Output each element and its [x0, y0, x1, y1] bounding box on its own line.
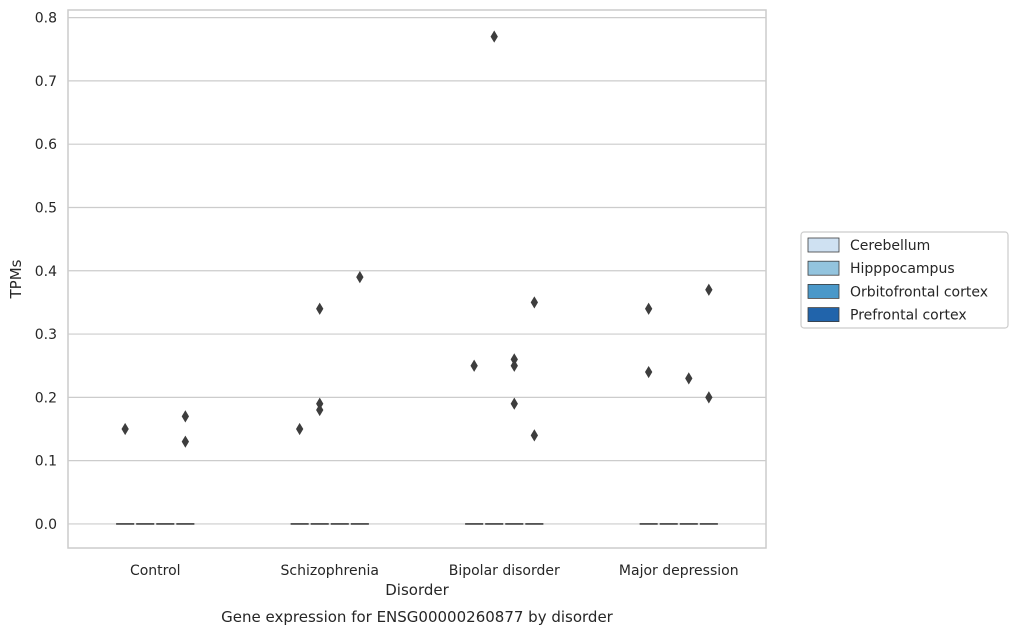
x-tick-labels: Control Schizophrenia Bipolar disorder Majo… — [130, 563, 739, 579]
outlier-point — [181, 435, 190, 448]
y-tick-label: 0.6 — [35, 137, 57, 153]
y-axis-label: TPMs — [7, 259, 25, 299]
outlier-point — [530, 296, 539, 309]
legend-swatch — [807, 260, 840, 276]
x-tick-label: Major depression — [619, 563, 739, 579]
outlier-point — [490, 30, 498, 43]
outlier-point — [644, 302, 653, 315]
outlier-point — [644, 365, 653, 379]
outlier-point — [685, 372, 693, 385]
grid-lines — [68, 16, 766, 525]
outlier-point — [316, 403, 324, 417]
outlier-point — [510, 359, 518, 372]
y-tick-label: 0.5 — [35, 200, 57, 216]
outlier-point — [705, 283, 713, 296]
plot-frame — [67, 9, 767, 549]
legend-label: Cerebellum — [850, 238, 930, 254]
legend-label: Prefrontal cortex — [850, 308, 967, 324]
legend-swatch — [807, 283, 840, 299]
outlier-point — [181, 410, 190, 423]
outlier-point — [705, 391, 713, 404]
chart-caption: Gene expression for ENSG00000260877 by d… — [221, 608, 614, 626]
outlier-point — [530, 429, 539, 442]
legend-swatch — [807, 307, 840, 323]
legend-box — [800, 231, 1009, 329]
legend: Cerebellum Hipppocampus Orbitofrontal cort… — [800, 231, 1009, 329]
y-tick-label: 0.1 — [35, 454, 57, 470]
outlier-point — [316, 302, 324, 315]
y-tick-labels: 0.0 0.1 0.2 0.3 0.4 0.5 0.6 0.7 0.8 — [35, 11, 57, 533]
legend-swatch — [807, 237, 840, 253]
x-tick-label: Control — [130, 563, 181, 579]
y-tick-label: 0.2 — [35, 390, 57, 406]
y-tick-label: 0.8 — [35, 11, 57, 27]
legend-label: Hipppocampus — [850, 261, 955, 277]
x-axis-label: Disorder — [385, 581, 449, 599]
outlier-point — [121, 422, 129, 436]
outlier-point — [356, 270, 364, 284]
outlier-points — [121, 30, 713, 448]
x-tick-label: Bipolar disorder — [449, 563, 560, 579]
outlier-point — [510, 397, 518, 410]
legend-label: Orbitofrontal cortex — [850, 284, 988, 300]
y-tick-label: 0.0 — [35, 517, 57, 533]
outlier-point — [295, 422, 304, 436]
y-tick-label: 0.4 — [35, 264, 57, 280]
y-tick-label: 0.3 — [35, 327, 57, 343]
outlier-point — [470, 359, 478, 372]
y-tick-label: 0.7 — [35, 74, 57, 90]
x-tick-label: Schizophrenia — [281, 563, 379, 579]
plot-area — [68, 10, 766, 548]
